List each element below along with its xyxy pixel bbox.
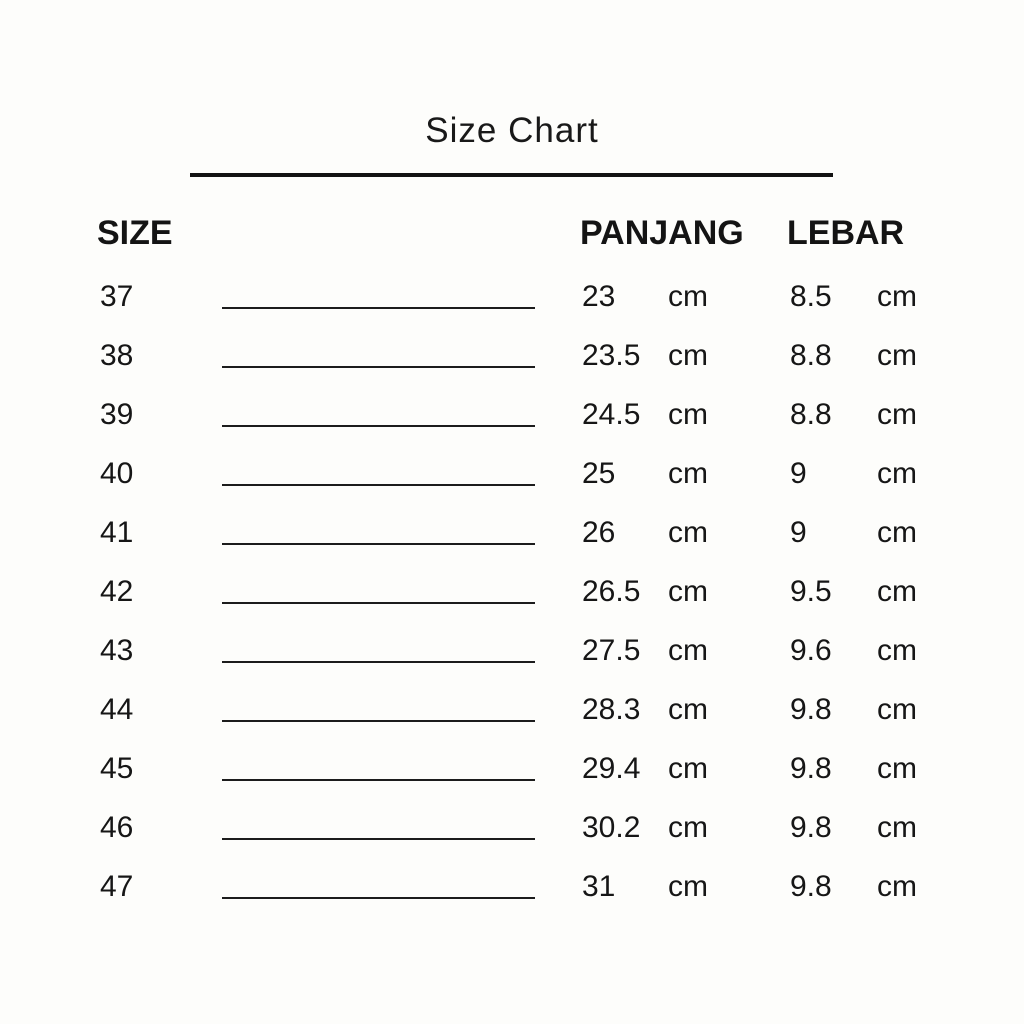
table-row: 42 26.5 cm 9.5 cm: [0, 574, 1024, 610]
panjang-value: 26: [582, 516, 616, 549]
fill-in-line: [222, 720, 535, 722]
page-title: Size Chart: [425, 111, 599, 150]
fill-in-line: [222, 602, 535, 604]
lebar-unit: cm: [877, 280, 917, 313]
panjang-value: 31: [582, 870, 616, 903]
lebar-unit: cm: [877, 634, 917, 667]
panjang-value: 25: [582, 457, 616, 490]
table-row: 43 27.5 cm 9.6 cm: [0, 633, 1024, 669]
panjang-value: 23.5: [582, 339, 641, 372]
size-value: 44: [100, 693, 134, 726]
panjang-unit: cm: [668, 516, 708, 549]
fill-in-line: [222, 366, 535, 368]
panjang-unit: cm: [668, 575, 708, 608]
panjang-unit: cm: [668, 280, 708, 313]
lebar-unit: cm: [877, 457, 917, 490]
table-row: 39 24.5 cm 8.8 cm: [0, 397, 1024, 433]
lebar-value: 9.6: [790, 634, 832, 667]
panjang-unit: cm: [668, 457, 708, 490]
fill-in-line: [222, 307, 535, 309]
panjang-unit: cm: [668, 634, 708, 667]
lebar-value: 9.8: [790, 752, 832, 785]
panjang-unit: cm: [668, 752, 708, 785]
lebar-value: 9.8: [790, 811, 832, 844]
table-row: 46 30.2 cm 9.8 cm: [0, 810, 1024, 846]
size-value: 39: [100, 398, 134, 431]
table-row: 44 28.3 cm 9.8 cm: [0, 692, 1024, 728]
fill-in-line: [222, 543, 535, 545]
lebar-unit: cm: [877, 870, 917, 903]
lebar-value: 9.8: [790, 870, 832, 903]
lebar-value: 9.8: [790, 693, 832, 726]
lebar-unit: cm: [877, 575, 917, 608]
panjang-value: 24.5: [582, 398, 641, 431]
panjang-value: 29.4: [582, 752, 641, 785]
size-table-body: 37 23 cm 8.5 cm 38 23.5 cm 8.8 cm 39 24.…: [0, 279, 1024, 905]
lebar-unit: cm: [877, 693, 917, 726]
header-size: SIZE: [97, 214, 173, 252]
size-value: 45: [100, 752, 134, 785]
size-value: 37: [100, 280, 134, 313]
header-panjang: PANJANG: [580, 214, 744, 252]
title-divider: [190, 173, 833, 177]
fill-in-line: [222, 661, 535, 663]
fill-in-line: [222, 838, 535, 840]
lebar-value: 9: [790, 516, 807, 549]
lebar-value: 8.8: [790, 339, 832, 372]
table-row: 45 29.4 cm 9.8 cm: [0, 751, 1024, 787]
panjang-value: 30.2: [582, 811, 641, 844]
table-header-row: SIZE PANJANG LEBAR: [0, 214, 1024, 252]
lebar-unit: cm: [877, 516, 917, 549]
fill-in-line: [222, 897, 535, 899]
size-value: 43: [100, 634, 134, 667]
lebar-value: 9: [790, 457, 807, 490]
panjang-value: 28.3: [582, 693, 641, 726]
fill-in-line: [222, 425, 535, 427]
size-value: 46: [100, 811, 134, 844]
table-row: 38 23.5 cm 8.8 cm: [0, 338, 1024, 374]
panjang-value: 27.5: [582, 634, 641, 667]
fill-in-line: [222, 779, 535, 781]
lebar-unit: cm: [877, 752, 917, 785]
table-row: 40 25 cm 9 cm: [0, 456, 1024, 492]
lebar-unit: cm: [877, 398, 917, 431]
table-row: 37 23 cm 8.5 cm: [0, 279, 1024, 315]
panjang-unit: cm: [668, 339, 708, 372]
panjang-unit: cm: [668, 870, 708, 903]
table-row: 41 26 cm 9 cm: [0, 515, 1024, 551]
size-value: 40: [100, 457, 134, 490]
size-value: 42: [100, 575, 134, 608]
panjang-unit: cm: [668, 693, 708, 726]
panjang-unit: cm: [668, 398, 708, 431]
lebar-value: 8.5: [790, 280, 832, 313]
panjang-value: 23: [582, 280, 616, 313]
table-row: 47 31 cm 9.8 cm: [0, 869, 1024, 905]
size-value: 47: [100, 870, 134, 903]
lebar-value: 9.5: [790, 575, 832, 608]
size-value: 41: [100, 516, 134, 549]
lebar-unit: cm: [877, 811, 917, 844]
size-value: 38: [100, 339, 134, 372]
lebar-unit: cm: [877, 339, 917, 372]
fill-in-line: [222, 484, 535, 486]
panjang-value: 26.5: [582, 575, 641, 608]
panjang-unit: cm: [668, 811, 708, 844]
lebar-value: 8.8: [790, 398, 832, 431]
header-lebar: LEBAR: [787, 214, 905, 252]
